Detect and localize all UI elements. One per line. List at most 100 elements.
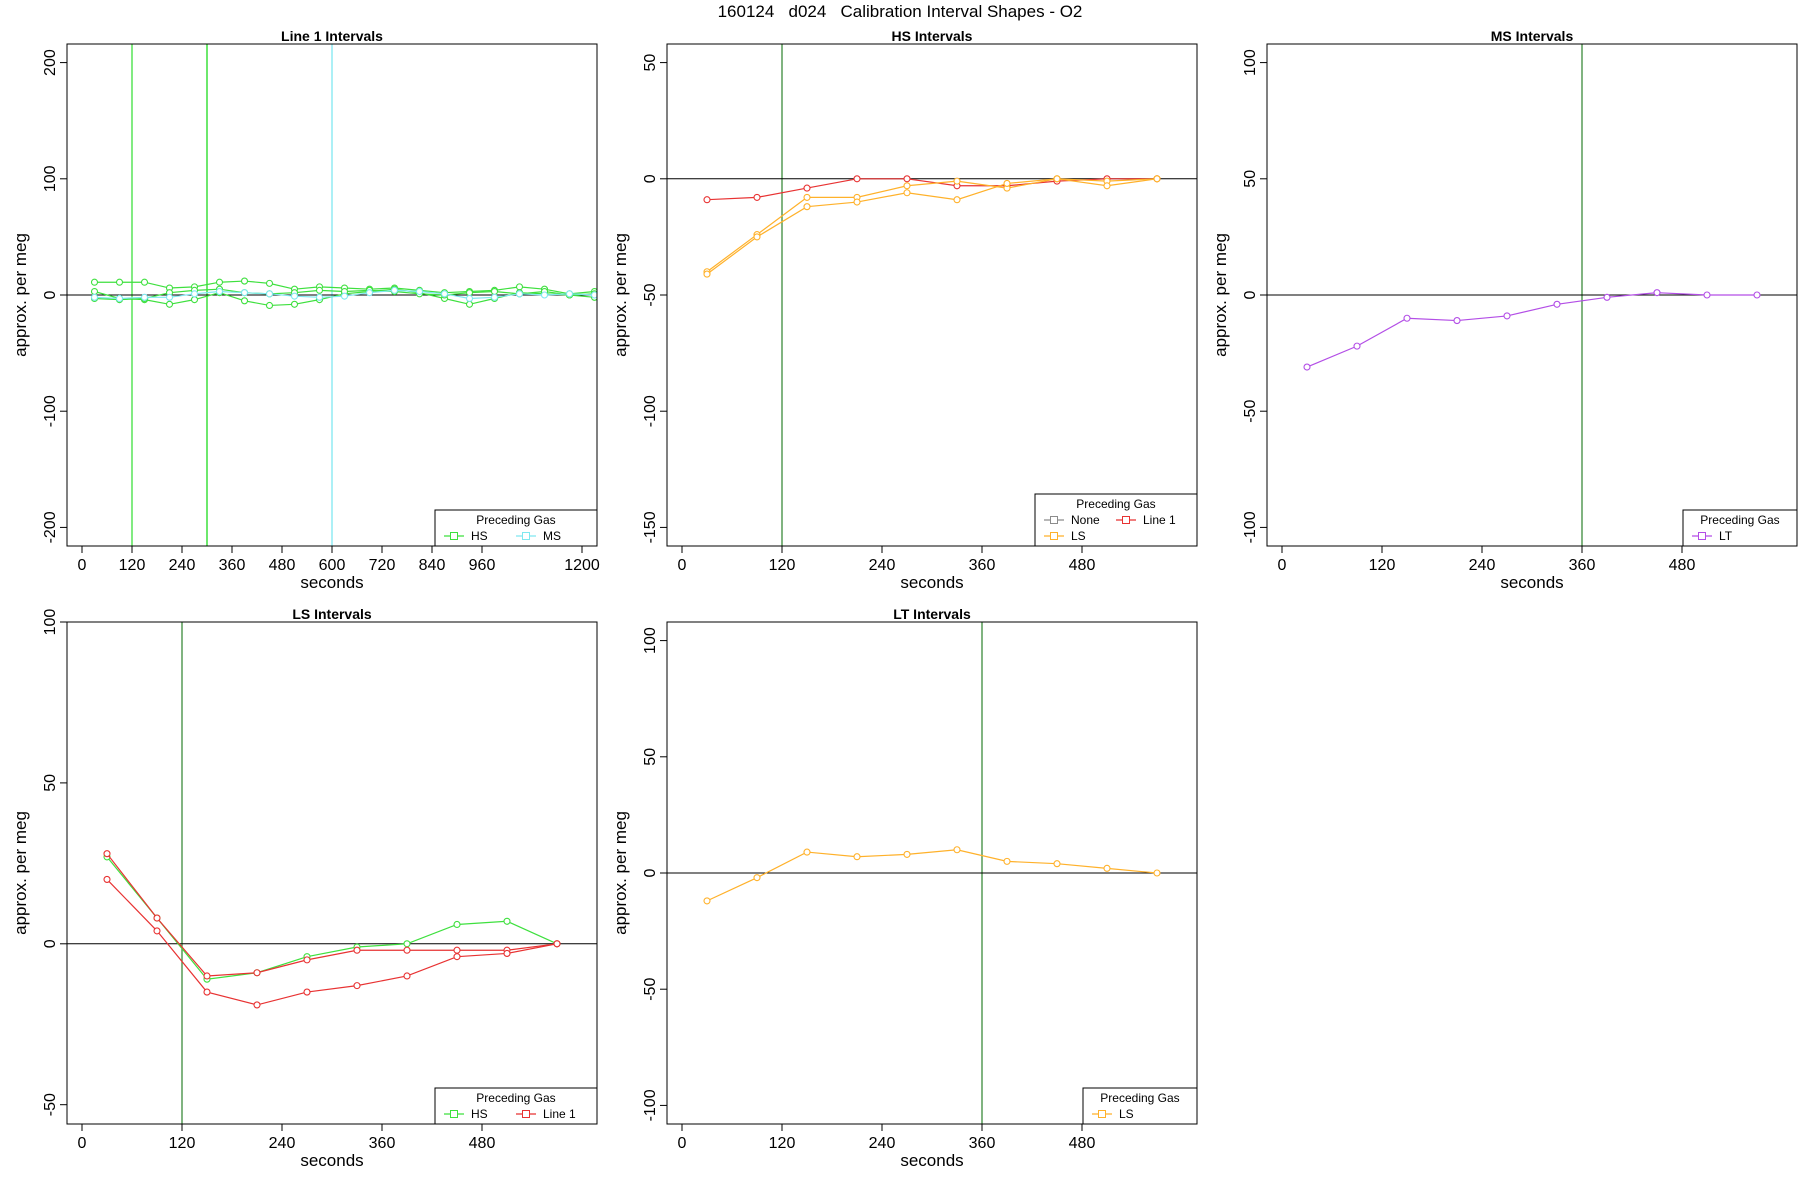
chart-ls-intervals: LS Intervals 0 120 240 360 480 seconds -50 0 50 10… — [11, 606, 598, 1170]
y-tick-label: 50 — [1242, 170, 1259, 188]
y-tick-label: 50 — [42, 774, 59, 792]
legend-marker — [1698, 532, 1706, 540]
data-point — [240, 289, 249, 297]
data-point — [753, 233, 761, 241]
data-point — [753, 193, 761, 201]
data-point — [503, 949, 511, 957]
data-point — [1653, 289, 1661, 297]
data-point — [803, 848, 811, 856]
x-tick-label: 480 — [269, 557, 296, 574]
plot-area — [667, 622, 1197, 1124]
legend-entry-ls: LS — [1092, 1107, 1134, 1121]
data-point — [703, 196, 711, 204]
data-point — [290, 292, 299, 300]
data-point — [903, 182, 911, 190]
series-line — [106, 853, 558, 977]
legend-label: MS — [543, 529, 561, 543]
y-tick-label: -100 — [1242, 511, 1259, 543]
series-line — [106, 856, 558, 980]
data-point — [403, 946, 411, 954]
data-point — [503, 917, 511, 925]
x-axis-label: seconds — [300, 573, 363, 592]
x-tick-label: 720 — [369, 557, 396, 574]
data-point — [465, 289, 474, 297]
y-axis: -100 -50 0 50 100 — [1242, 49, 1268, 543]
x-tick-label: 240 — [1469, 557, 1496, 574]
series-line — [106, 879, 558, 1006]
data-point — [1103, 864, 1111, 872]
data-point — [265, 279, 274, 287]
x-tick-label: 480 — [1669, 557, 1696, 574]
x-tick-label: 600 — [319, 557, 346, 574]
x-tick-label: 360 — [219, 557, 246, 574]
series-ls-2 — [703, 175, 1161, 278]
data-point — [315, 286, 324, 294]
legend-label: HS — [471, 529, 488, 543]
y-axis-label: approx. per meg — [11, 811, 30, 935]
series-ls-0 — [703, 846, 1161, 905]
series-line-1-2 — [103, 875, 561, 1009]
data-point — [353, 982, 361, 990]
legend-entry-lt: LT — [1692, 529, 1733, 543]
data-point — [90, 293, 99, 301]
legend: Preceding Gas LS — [1082, 1087, 1198, 1125]
data-point — [453, 946, 461, 954]
data-point — [403, 972, 411, 980]
x-tick-label: 960 — [469, 557, 496, 574]
x-tick-label: 0 — [678, 1135, 687, 1152]
data-point — [703, 270, 711, 278]
x-axis-label: seconds — [300, 1151, 363, 1170]
x-tick-label: 0 — [78, 557, 87, 574]
legend: Preceding Gas None LS Line 1 — [1034, 493, 1198, 547]
legend-entry-ls: LS — [1044, 529, 1086, 543]
legend-title: Preceding Gas — [476, 513, 555, 527]
y-tick-label: 100 — [642, 627, 659, 654]
chart-ms-intervals: MS Intervals 0 120 240 360 480 seconds -100 -50 0… — [1211, 28, 1798, 592]
legend-entry-hs: HS — [444, 529, 488, 543]
x-axis: 0 120 240 360 480 — [78, 1123, 495, 1152]
chart-line1-intervals: Line 1 Intervals 0 120 240 360 480 600 720 840 96… — [11, 28, 600, 592]
data-point — [253, 1001, 261, 1009]
y-tick-label: 0 — [642, 174, 659, 183]
series-line-1-1 — [103, 850, 561, 980]
y-tick-label: 0 — [42, 939, 59, 948]
data-point — [165, 293, 174, 301]
legend: Preceding Gas HS MS — [434, 509, 598, 547]
y-tick-label: 50 — [642, 748, 659, 766]
series-hs-0 — [103, 853, 561, 983]
panel-title: Line 1 Intervals — [281, 28, 383, 44]
data-point — [703, 897, 711, 905]
x-tick-label: 0 — [678, 557, 687, 574]
data-point — [1453, 317, 1461, 325]
data-point — [553, 940, 561, 948]
data-point — [153, 914, 161, 922]
legend-marker — [1050, 516, 1058, 524]
data-point — [203, 988, 211, 996]
x-tick-label: 480 — [1069, 1135, 1096, 1152]
data-point — [903, 189, 911, 197]
legend-label: HS — [471, 1107, 488, 1121]
x-tick-label: 0 — [78, 1135, 87, 1152]
data-point — [415, 287, 424, 296]
y-tick-label: -100 — [642, 395, 659, 427]
data-point — [853, 853, 861, 861]
legend-marker — [450, 1110, 458, 1118]
y-axis: -150 -100 -50 0 50 — [642, 54, 668, 543]
plot-area — [67, 44, 597, 546]
data-point — [453, 953, 461, 961]
y-tick-label: -150 — [642, 511, 659, 543]
y-tick-label: -200 — [42, 511, 59, 543]
plot-frame — [666, 43, 1198, 547]
series-lt-0 — [1303, 289, 1761, 371]
legend-label: Line 1 — [1143, 513, 1176, 527]
data-point — [803, 184, 811, 192]
y-axis: -100 -50 0 50 100 — [642, 627, 668, 1121]
panel-title: MS Intervals — [1491, 28, 1574, 44]
legend-marker — [1050, 532, 1058, 540]
data-point — [1603, 293, 1611, 301]
legend-marker — [522, 532, 530, 540]
data-point — [240, 277, 249, 285]
y-tick-label: 0 — [42, 290, 59, 299]
legend-marker — [522, 1110, 530, 1118]
plot-frame — [66, 621, 598, 1125]
